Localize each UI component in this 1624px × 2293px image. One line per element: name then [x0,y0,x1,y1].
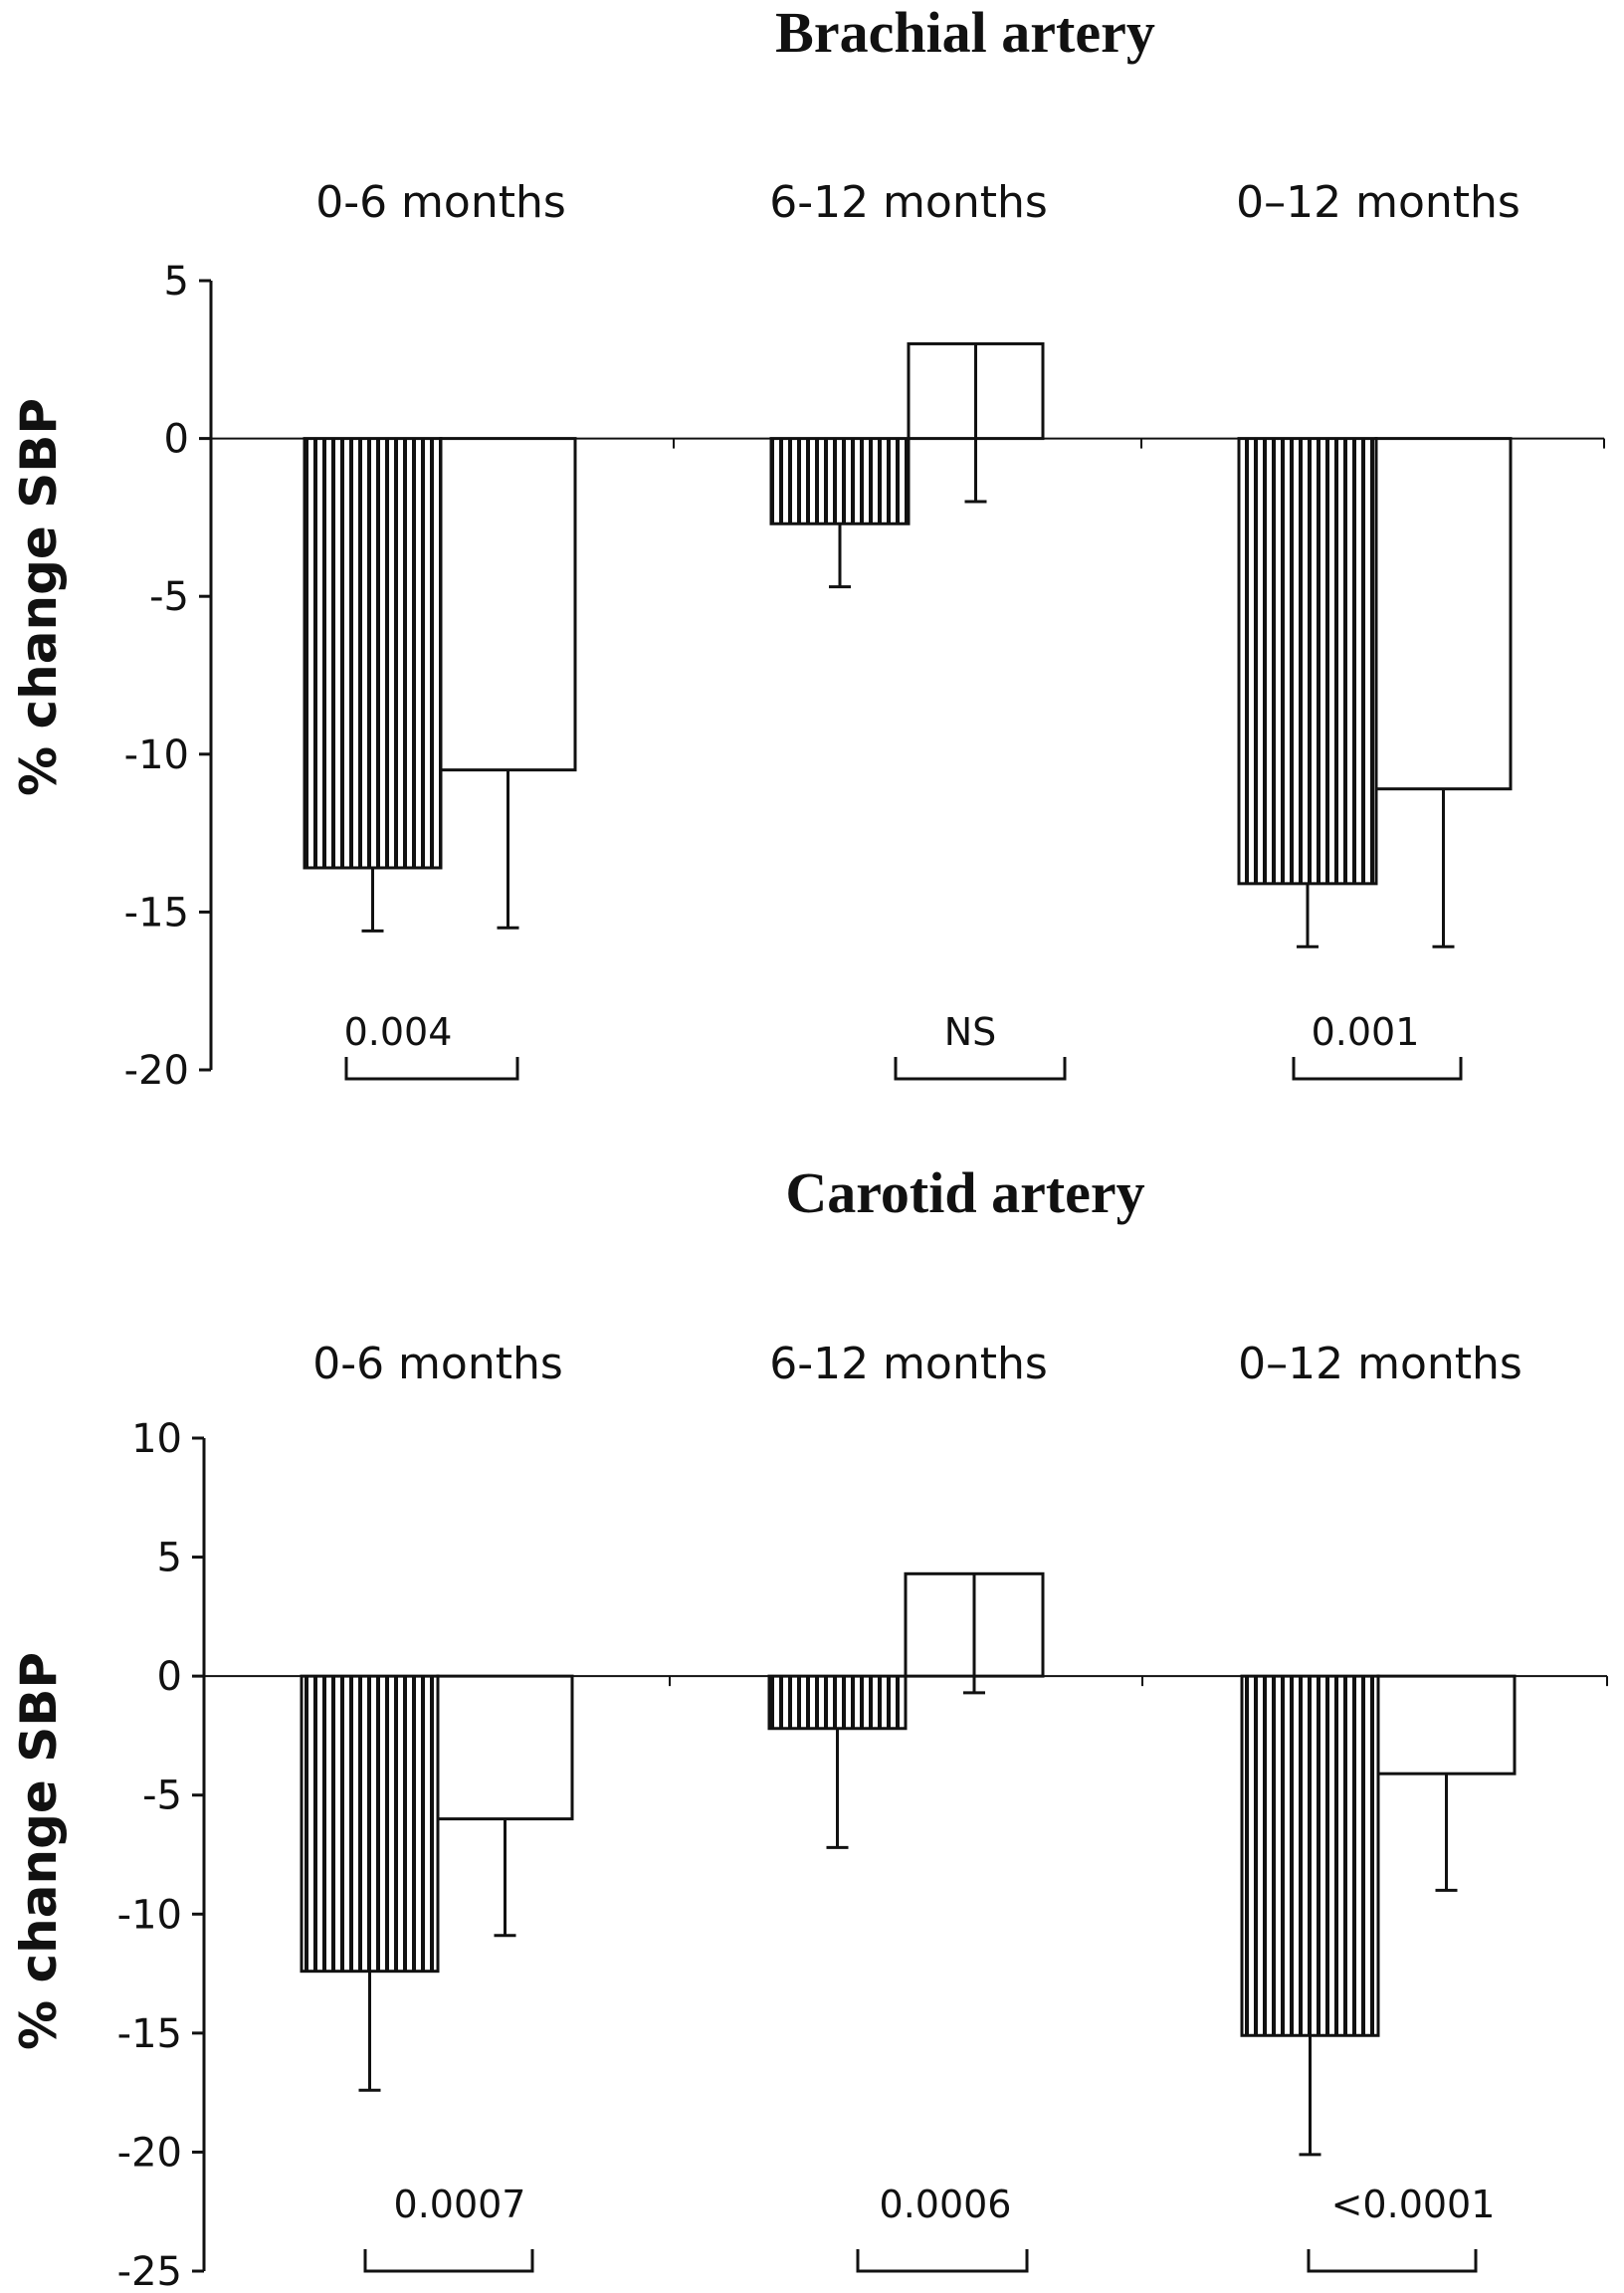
bar-striped [1237,437,1378,886]
bar-open [1376,1674,1517,1775]
p-value-label: 0.0006 [880,2183,1012,2226]
significance-bracket [1307,2249,1478,2273]
y-tick-label: -20 [124,1048,189,1094]
y-tick-label: -5 [142,1773,182,1819]
period-label-2: 0–12 months [1238,1339,1522,1389]
y-tick-label: -5 [149,574,189,620]
y-axis-title: % change SBP [10,1652,68,2050]
significance-bracket [344,1057,519,1081]
panel-carotid: Carotid artery 0-6 months 6-12 months 0–… [10,1160,1608,2293]
y-tick-label: -10 [117,1892,182,1938]
y-tick-label: -10 [124,732,189,778]
y-tick-label: -25 [117,2249,182,2293]
y-tick-label: -15 [124,890,189,936]
y-tick-label: 0 [157,1654,182,1700]
y-tick-label: 5 [164,259,189,305]
y-axis-title: % change SBP [10,398,68,796]
bar-striped [1240,1674,1380,2037]
y-tick-label: -15 [117,2011,182,2057]
p-value-label: <0.0001 [1331,2183,1496,2226]
panel-title: Carotid artery [785,1160,1144,1225]
period-label-1: 6-12 months [769,1339,1048,1389]
plot-area: 10 5 0 -5 -10 -15 -20 -25 0.0007 0.0006 <0.0001 [117,1416,1608,2293]
bar-striped [300,1674,440,1974]
plot-area: 5 0 -5 -10 -15 -20 0.004 NS 0.001 [124,259,1605,1094]
period-label-0: 0-6 months [315,177,566,228]
period-label-2: 0–12 months [1236,177,1521,228]
p-value-label: NS [944,1010,997,1054]
panel-title: Brachial artery [775,0,1155,65]
y-tick-label: 0 [164,417,189,463]
bar-striped [767,1674,908,1731]
bar-striped [769,437,911,525]
bar-open [439,437,577,772]
y-tick-label: -20 [117,2130,182,2176]
bar-open [436,1674,574,1821]
p-value-label: 0.0007 [394,2183,526,2226]
period-label-1: 6-12 months [769,177,1048,228]
significance-bracket [1292,1057,1463,1081]
bar-open [1374,437,1513,791]
panel-brachial: Brachial artery 0-6 months 6-12 months 0… [10,0,1605,1094]
significance-bracket [894,1057,1067,1081]
significance-bracket [856,2249,1029,2273]
significance-bracket [363,2249,534,2273]
p-value-label: 0.001 [1312,1010,1420,1054]
period-label-0: 0-6 months [312,1339,563,1389]
p-value-label: 0.004 [344,1010,453,1054]
y-tick-label: 10 [131,1416,182,1462]
bar-striped [303,437,443,870]
y-tick-label: 5 [157,1536,182,1581]
